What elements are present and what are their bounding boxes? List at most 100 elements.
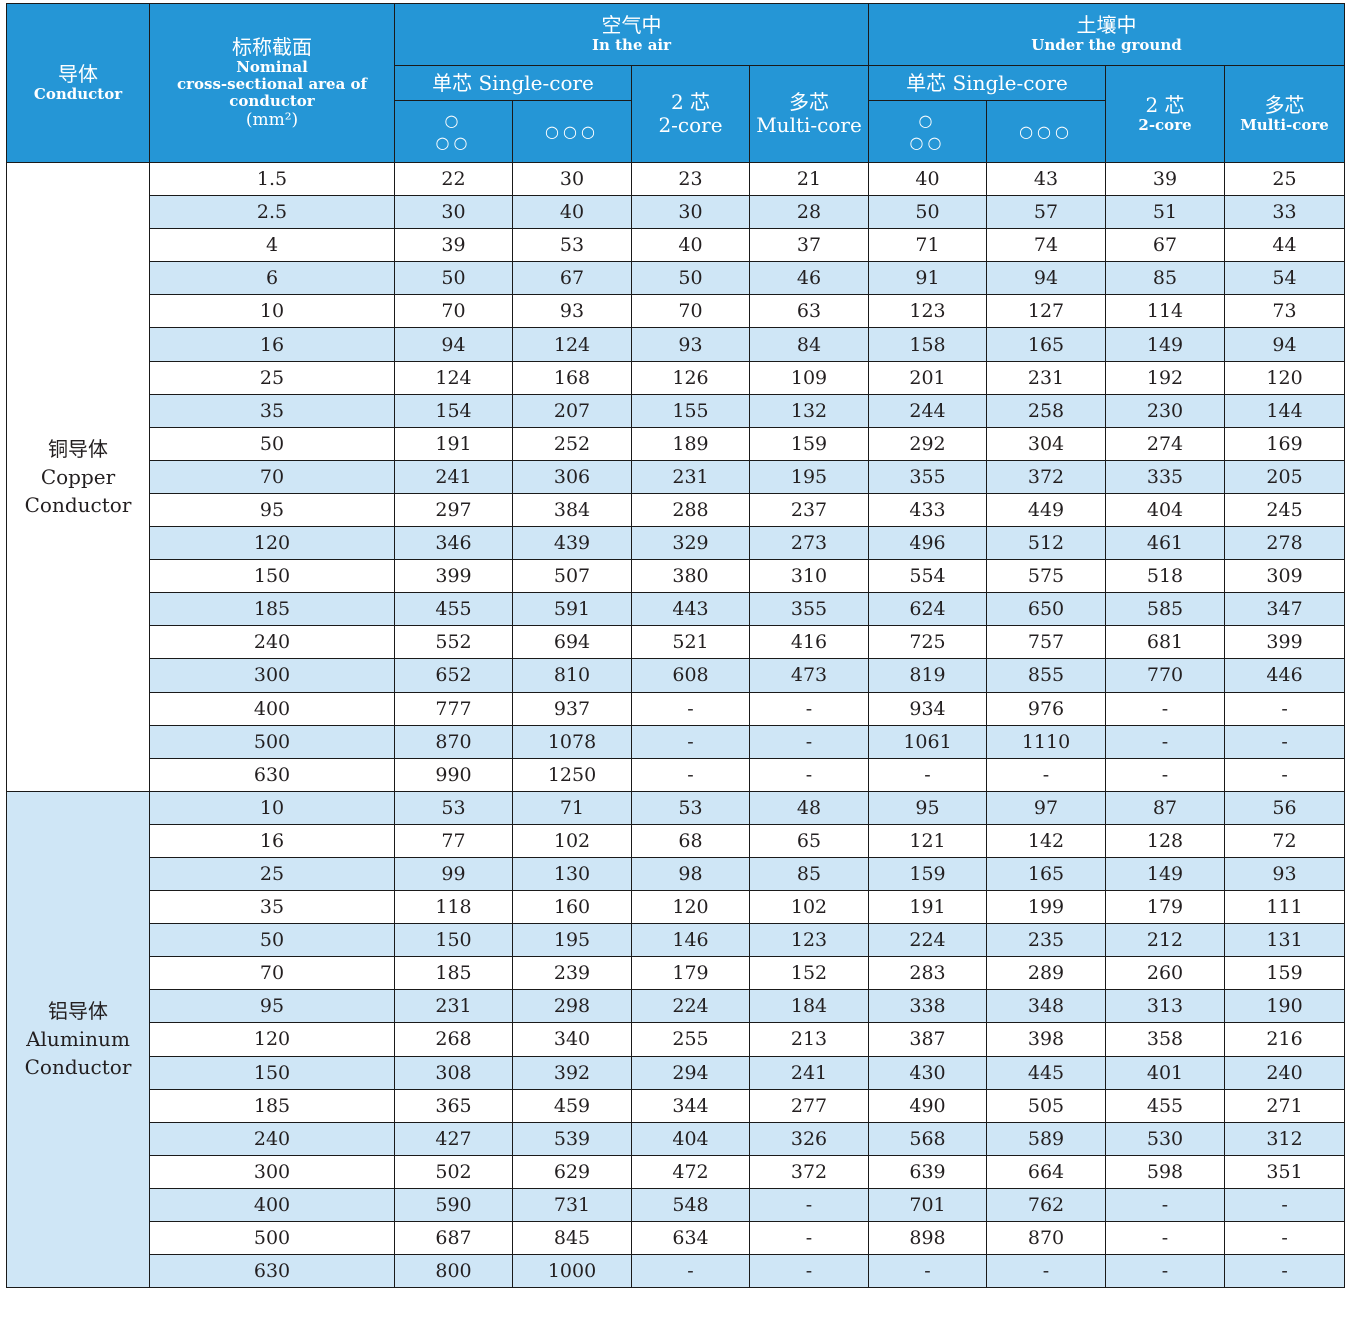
table-body: 铜导体 Copper Conductor 1.5 22 30 23 21 40 43 39 25 2.5… xyxy=(6,161,1346,1289)
cell-current-value: 146 xyxy=(631,923,750,958)
cell-current-value: 128 xyxy=(1105,823,1226,858)
table-row: 120 346 439 329 273 496 512 461 278 xyxy=(7,526,1346,561)
cell-current-value: 142 xyxy=(986,823,1107,858)
table-row: 35 118 160 120 102 191 199 179 111 xyxy=(7,890,1346,925)
cell-current-value: 277 xyxy=(748,1088,870,1123)
cell-current-value: 54 xyxy=(1224,261,1346,296)
table-row: 50 150 195 146 123 224 235 212 131 xyxy=(7,923,1346,958)
cell-current-value: 56 xyxy=(1224,790,1346,825)
cell-current-value: 132 xyxy=(748,393,870,428)
cell-current-value: 937 xyxy=(512,691,632,726)
cell-current-value: - xyxy=(748,1187,870,1223)
cell-current-value: 53 xyxy=(394,790,513,825)
cell-current-value: 121 xyxy=(868,823,988,858)
cell-current-value: 346 xyxy=(394,526,513,561)
header-ground-two-core: 2 芯 2-core xyxy=(1105,65,1226,163)
cell-current-value: 355 xyxy=(868,459,988,494)
cell-current-value: 430 xyxy=(868,1055,988,1090)
header-air-flat: ○○○ xyxy=(512,100,632,163)
cell-current-value: - xyxy=(631,691,750,726)
header-air-two-core: 2 芯 2-core xyxy=(631,65,750,163)
cell-current-value: 205 xyxy=(1224,459,1346,494)
cell-current-value: 777 xyxy=(394,691,513,726)
cell-current-value: 634 xyxy=(631,1220,750,1256)
cell-current-value: 416 xyxy=(748,625,870,660)
cell-nominal-area: 500 xyxy=(149,724,395,759)
cell-current-value: 179 xyxy=(631,956,750,991)
cell-current-value: 455 xyxy=(394,592,513,627)
cell-current-value: 433 xyxy=(868,492,988,528)
group-label-cn: 铜导体 xyxy=(48,436,108,461)
cell-nominal-area: 25 xyxy=(149,360,395,395)
cell-current-value: 144 xyxy=(1224,393,1346,428)
cell-current-value: 195 xyxy=(748,459,870,494)
cell-nominal-area: 70 xyxy=(149,459,395,494)
cell-current-value: 589 xyxy=(986,1121,1107,1156)
cell-current-value: 154 xyxy=(394,393,513,428)
cell-current-value: 639 xyxy=(868,1154,988,1189)
cell-nominal-area: 150 xyxy=(149,559,395,594)
cell-current-value: 310 xyxy=(748,559,870,594)
cell-current-value: 87 xyxy=(1105,790,1226,825)
table-row: 35 154 207 155 132 244 258 230 144 xyxy=(7,393,1346,428)
header-air-cn: 空气中 xyxy=(601,13,662,38)
table-row: 4 39 53 40 37 71 74 67 44 xyxy=(7,228,1346,263)
table-row: 25 99 130 98 85 159 165 149 93 xyxy=(7,856,1346,892)
cell-current-value: 237 xyxy=(748,492,870,528)
table-row: 16 94 124 93 84 158 165 149 94 xyxy=(7,327,1346,362)
cell-current-value: - xyxy=(748,1220,870,1256)
cell-current-value: 91 xyxy=(868,261,988,296)
cell-current-value: 57 xyxy=(986,195,1107,230)
trefoil-bottom-icon: ○○ xyxy=(435,132,472,152)
header-nominal-area: 标称截面 Nominal cross-sectional area of con… xyxy=(149,3,395,163)
cell-current-value: - xyxy=(1105,691,1226,726)
cell-current-value: 40 xyxy=(512,195,632,230)
cell-nominal-area: 95 xyxy=(149,492,395,528)
cell-current-value: 1078 xyxy=(512,724,632,759)
table-row: 240 552 694 521 416 725 757 681 399 xyxy=(7,625,1346,660)
cell-current-value: 306 xyxy=(512,459,632,494)
cell-current-value: 50 xyxy=(631,261,750,296)
cell-nominal-area: 10 xyxy=(149,294,395,329)
cell-current-value: 762 xyxy=(986,1187,1107,1223)
cell-current-value: 518 xyxy=(1105,559,1226,594)
cell-current-value: 159 xyxy=(1224,956,1346,991)
table-row: 120 268 340 255 213 387 398 358 216 xyxy=(7,1022,1346,1057)
cell-current-value: - xyxy=(631,724,750,759)
cell-current-value: 445 xyxy=(986,1055,1107,1090)
cell-current-value: 68 xyxy=(631,823,750,858)
cell-current-value: 25 xyxy=(1224,161,1346,197)
cell-current-value: 694 xyxy=(512,625,632,660)
header-ground-en: Under the ground xyxy=(1031,36,1182,55)
cell-current-value: 298 xyxy=(512,989,632,1024)
cell-current-value: 294 xyxy=(631,1055,750,1090)
cell-current-value: 131 xyxy=(1224,923,1346,958)
cell-current-value: 159 xyxy=(748,426,870,461)
cell-current-value: 505 xyxy=(986,1088,1107,1123)
cell-current-value: 109 xyxy=(748,360,870,395)
cell-nominal-area: 240 xyxy=(149,1121,395,1156)
cell-current-value: 845 xyxy=(512,1220,632,1256)
cell-current-value: 568 xyxy=(868,1121,988,1156)
cell-nominal-area: 500 xyxy=(149,1220,395,1256)
cell-current-value: 51 xyxy=(1105,195,1226,230)
cell-current-value: 365 xyxy=(394,1088,513,1123)
cell-current-value: 575 xyxy=(986,559,1107,594)
cell-current-value: 757 xyxy=(986,625,1107,660)
cell-current-value: - xyxy=(1105,724,1226,759)
cell-current-value: 404 xyxy=(631,1121,750,1156)
header-area-cn: 标称截面 xyxy=(232,34,312,59)
cell-current-value: 48 xyxy=(748,790,870,825)
table-row: 630 990 1250- - - - - - xyxy=(7,757,1346,792)
cell-current-value: 118 xyxy=(394,890,513,925)
trefoil-top-icon: ○ xyxy=(918,110,937,130)
cell-current-value: 898 xyxy=(868,1220,988,1256)
cell-current-value: 590 xyxy=(394,1187,513,1223)
cell-current-value: 473 xyxy=(748,658,870,693)
cell-current-value: 159 xyxy=(868,856,988,892)
cell-current-value: 268 xyxy=(394,1022,513,1057)
cell-current-value: 123 xyxy=(868,294,988,329)
cell-current-value: 399 xyxy=(1224,625,1346,660)
cell-current-value: 33 xyxy=(1224,195,1346,230)
cell-current-value: 195 xyxy=(512,923,632,958)
